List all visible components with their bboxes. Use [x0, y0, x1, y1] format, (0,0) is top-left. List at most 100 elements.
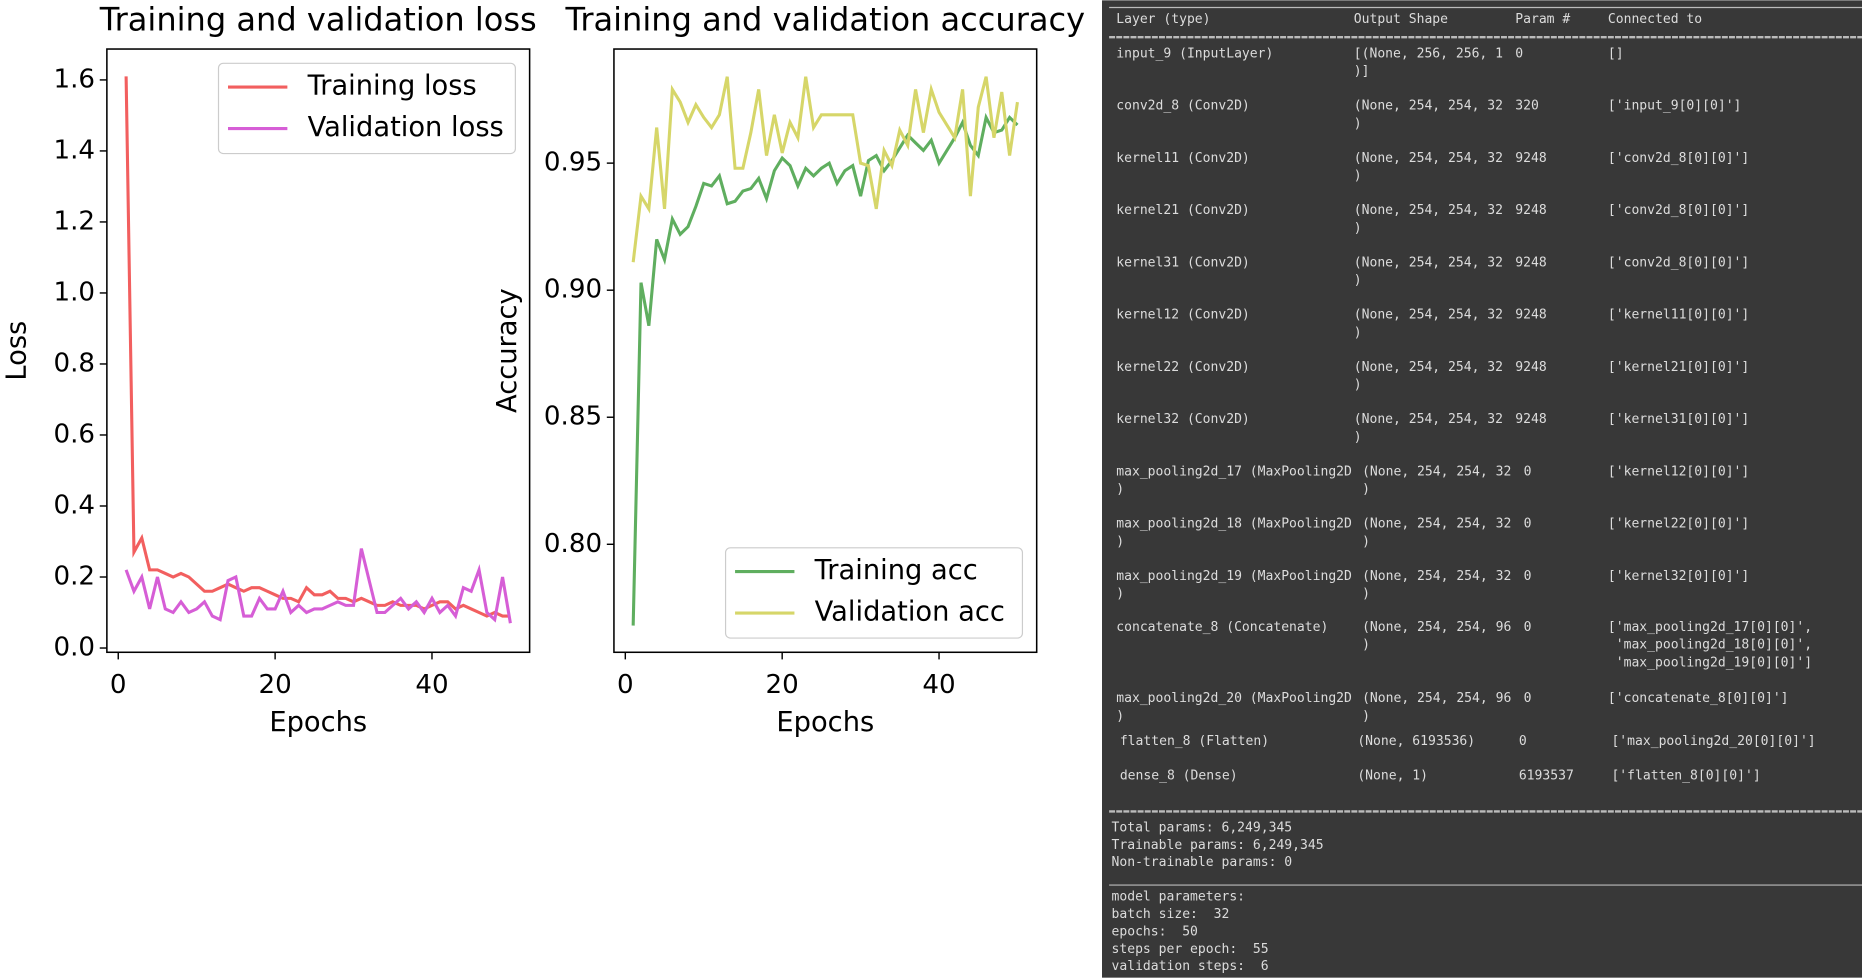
summary-text: Connected to	[1608, 12, 1702, 27]
summary-text: Non-trainable params: 0	[1112, 855, 1293, 870]
summary-text: 0	[1524, 691, 1532, 706]
summary-text: ['input_9[0][0]']	[1608, 99, 1742, 114]
summary-text: (None, 254, 254, 32	[1354, 360, 1503, 375]
summary-text: )	[1116, 709, 1124, 724]
summary-text: Layer (type)	[1116, 12, 1210, 27]
summary-text: 'max_pooling2d_19[0][0]']	[1608, 655, 1812, 670]
summary-text: kernel21 (Conv2D)	[1116, 203, 1250, 218]
chart-title: Training and validation accuracy	[564, 1, 1085, 39]
y-tick-label: 0.95	[544, 148, 602, 178]
summary-text: ['conv2d_8[0][0]']	[1608, 255, 1749, 270]
summary-text: )	[1354, 430, 1362, 445]
x-tick-label: 0	[110, 670, 127, 700]
summary-text: validation steps: 6	[1112, 959, 1269, 974]
summary-text: 9248	[1515, 308, 1547, 323]
summary-text: 0	[1524, 620, 1532, 635]
summary-text: steps per epoch: 55	[1112, 942, 1269, 957]
summary-text: (None, 254, 254, 32	[1354, 412, 1503, 427]
summary-text: kernel31 (Conv2D)	[1116, 255, 1250, 270]
summary-text: max_pooling2d_18 (MaxPooling2D	[1116, 517, 1352, 532]
summary-text: 9248	[1515, 255, 1547, 270]
summary-text: ['kernel31[0][0]']	[1608, 412, 1749, 427]
chart-title: Training and validation loss	[99, 1, 537, 39]
summary-text: dense_8 (Dense)	[1120, 768, 1238, 783]
y-axis-label: Accuracy	[492, 288, 523, 413]
summary-text: )	[1354, 325, 1362, 340]
y-axis-label: Loss	[1, 321, 32, 381]
y-tick-label: 0.8	[53, 348, 95, 378]
summary-text: (None, 254, 254, 32	[1354, 255, 1503, 270]
series-line	[631, 76, 1019, 263]
y-tick-label: 1.6	[53, 64, 95, 94]
summary-text: concatenate_8 (Concatenate)	[1116, 620, 1328, 635]
summary-text: )	[1354, 378, 1362, 393]
axes-frame	[106, 48, 531, 654]
summary-text: (None, 254, 254, 32	[1354, 151, 1503, 166]
summary-text: 0	[1524, 464, 1532, 479]
summary-text: )	[1116, 534, 1124, 549]
summary-text: 9248	[1515, 412, 1547, 427]
summary-text: conv2d_8 (Conv2D)	[1116, 99, 1250, 114]
summary-text: kernel12 (Conv2D)	[1116, 308, 1250, 323]
summary-text: 6193537	[1519, 768, 1574, 783]
x-tick-label: 40	[415, 670, 448, 700]
summary-text: ['max_pooling2d_20[0][0]']	[1611, 734, 1815, 749]
y-tick-label: 1.4	[53, 135, 95, 165]
summary-text: 9248	[1515, 151, 1547, 166]
summary-text: (None, 254, 254, 32	[1362, 517, 1511, 532]
summary-text: ['conv2d_8[0][0]']	[1608, 151, 1749, 166]
axes-frame	[613, 48, 1038, 654]
summary-text: )	[1116, 482, 1124, 497]
summary-text: Total params: 6,249,345	[1112, 821, 1293, 836]
y-tick-label: 0.6	[53, 419, 95, 449]
y-tick-label: 0.4	[53, 490, 95, 520]
summary-text: 0	[1524, 569, 1532, 584]
summary-text: (None, 254, 254, 32	[1362, 569, 1511, 584]
summary-text: (None, 1)	[1357, 768, 1428, 783]
summary-text: (None, 254, 254, 32	[1354, 203, 1503, 218]
summary-text: )	[1362, 709, 1370, 724]
summary-text: )	[1362, 638, 1370, 653]
y-tick-label: 1.0	[53, 277, 95, 307]
summary-text: batch size: 32	[1112, 907, 1230, 922]
summary-text: (None, 254, 254, 32	[1354, 99, 1503, 114]
series-line	[124, 76, 511, 618]
summary-text: max_pooling2d_19 (MaxPooling2D	[1116, 569, 1352, 584]
legend-label: Validation loss	[308, 112, 504, 143]
summary-text: (None, 254, 254, 96	[1362, 691, 1511, 706]
summary-text: ['max_pooling2d_17[0][0]',	[1608, 620, 1812, 635]
legend-label: Training acc	[814, 555, 978, 586]
summary-text: 'max_pooling2d_18[0][0]',	[1608, 638, 1812, 653]
series-line	[124, 548, 512, 624]
y-tick-label: 0.90	[544, 275, 602, 305]
x-tick-label: 0	[617, 670, 634, 700]
y-tick-label: 0.0	[53, 633, 95, 663]
summary-text: )	[1362, 587, 1370, 602]
summary-text: )]	[1354, 64, 1370, 79]
summary-text: flatten_8 (Flatten)	[1120, 734, 1269, 749]
y-tick-label: 1.2	[53, 206, 95, 236]
summary-text: input_9 (InputLayer)	[1116, 46, 1273, 61]
x-tick-label: 20	[258, 670, 291, 700]
summary-text: ['kernel12[0][0]']	[1608, 464, 1749, 479]
y-tick-label: 0.2	[53, 562, 95, 592]
y-tick-label: 0.85	[544, 402, 602, 432]
summary-text: max_pooling2d_17 (MaxPooling2D	[1116, 464, 1352, 479]
summary-text: )	[1362, 534, 1370, 549]
summary-text: Trainable params: 6,249,345	[1112, 838, 1324, 853]
series-line	[631, 112, 1019, 626]
summary-text: (None, 254, 254, 32	[1354, 308, 1503, 323]
summary-text: (None, 254, 254, 96	[1362, 620, 1511, 635]
summary-text: )	[1354, 221, 1362, 236]
summary-text: 9248	[1515, 360, 1547, 375]
summary-text: )	[1354, 169, 1362, 184]
legend-box	[217, 62, 516, 155]
summary-text: kernel11 (Conv2D)	[1116, 151, 1250, 166]
x-tick-label: 40	[922, 670, 955, 700]
summary-text: )	[1362, 482, 1370, 497]
summary-text: 0	[1515, 46, 1523, 61]
summary-text: )	[1354, 273, 1362, 288]
summary-text: ['kernel32[0][0]']	[1608, 569, 1749, 584]
x-axis-label: Epochs	[776, 707, 874, 738]
